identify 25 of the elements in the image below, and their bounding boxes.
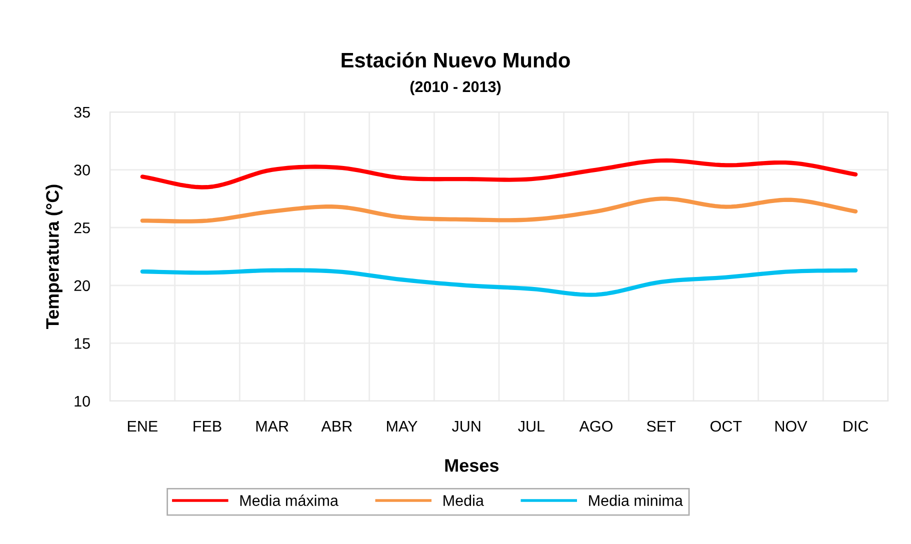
x-tick-label: ABR (321, 421, 352, 432)
legend-label: Media máxima (240, 494, 338, 506)
legend-label: Media minima (589, 494, 683, 506)
x-tick-label: MAR (256, 421, 288, 432)
x-axis-title: Meses (445, 459, 499, 472)
y-tick-label: 30 (74, 164, 90, 176)
x-tick-label: DIC (844, 420, 868, 432)
y-tick-label: 25 (74, 222, 90, 234)
chart-title: Estación Nuevo Mundo (342, 52, 570, 68)
x-tick-label: JUN (452, 421, 480, 432)
legend-label: Media (444, 494, 484, 506)
x-tick-label: NOV (775, 420, 808, 432)
x-tick-label: JUL (518, 421, 544, 432)
y-axis-title: Temperatura (°C) (46, 184, 62, 329)
x-tick-label: AGO (579, 420, 612, 432)
chart-subtitle: (2010 - 2013) (410, 80, 501, 96)
x-tick-label: OCT (710, 420, 742, 432)
y-tick-label: 10 (74, 396, 90, 407)
x-tick-label: SET (646, 420, 676, 432)
y-tick-label: 35 (74, 106, 90, 118)
y-tick-label: 15 (74, 338, 90, 349)
x-tick-label: ENE (128, 421, 158, 432)
y-tick-label: 20 (74, 280, 90, 292)
x-tick-label: FEB (194, 421, 222, 432)
x-tick-label: MAY (387, 421, 418, 432)
